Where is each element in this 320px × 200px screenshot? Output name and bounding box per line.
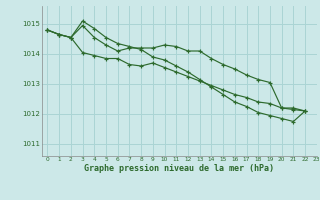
X-axis label: Graphe pression niveau de la mer (hPa): Graphe pression niveau de la mer (hPa) [84, 164, 274, 173]
